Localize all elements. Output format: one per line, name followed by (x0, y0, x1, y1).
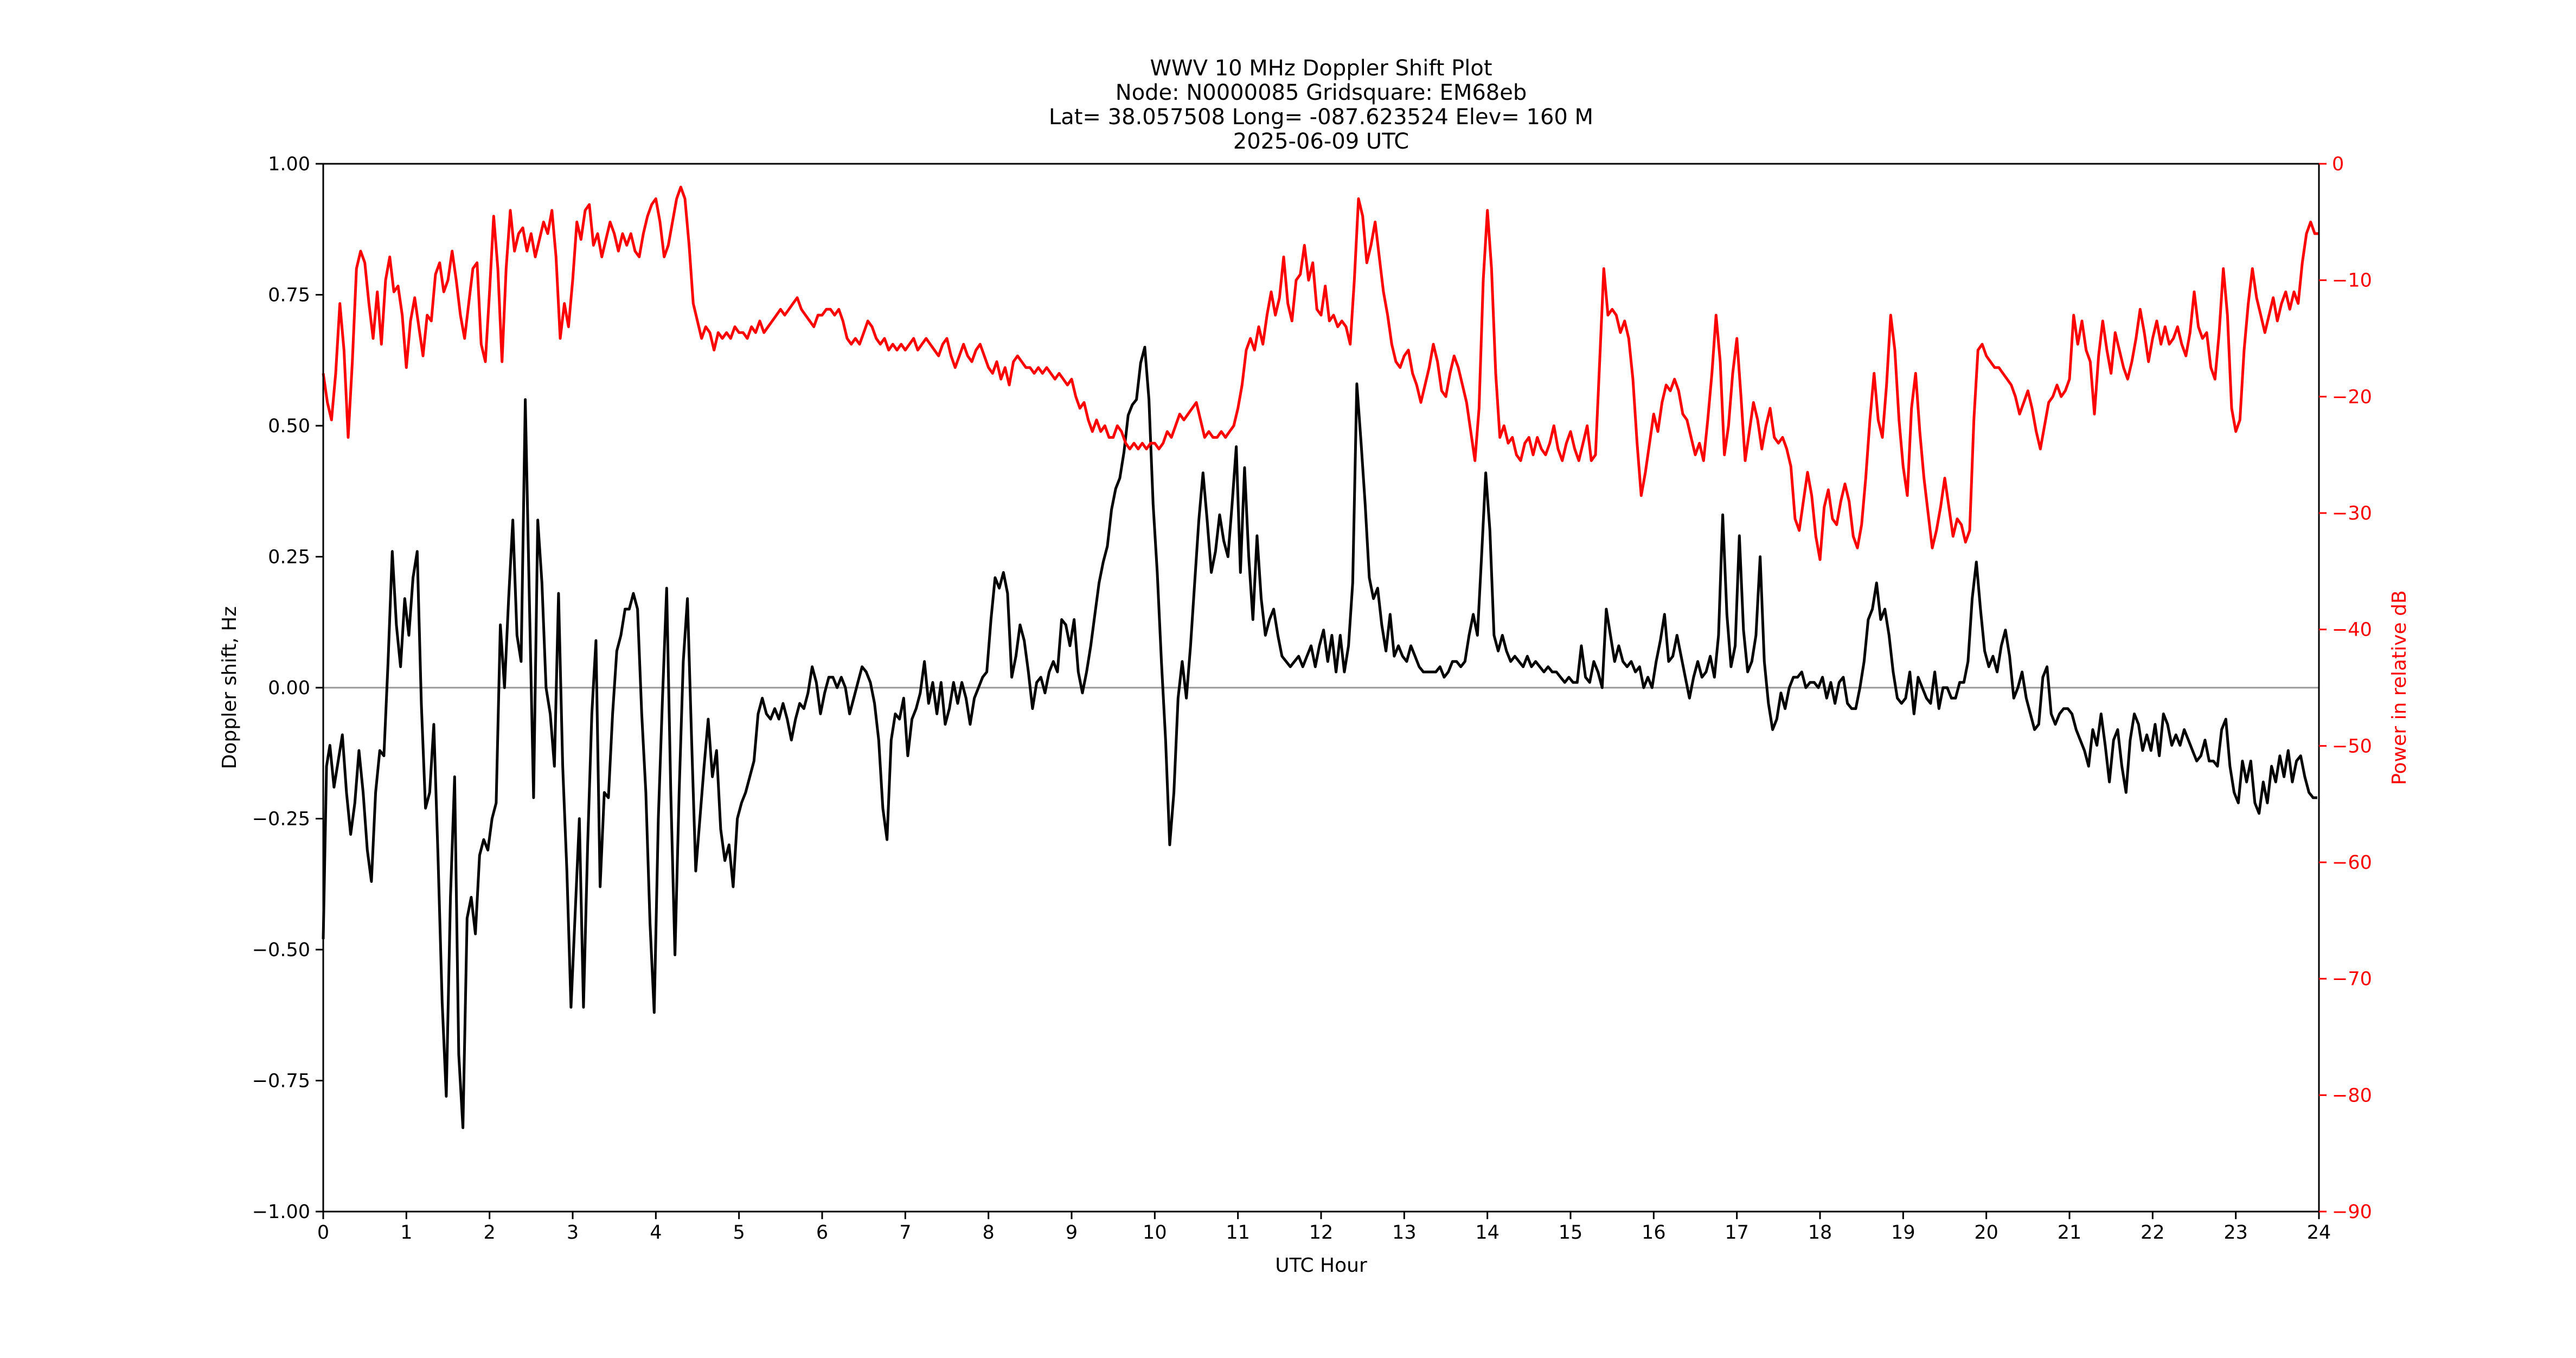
y-right-tick-label: 0 (2332, 153, 2344, 175)
x-tick-label: 1 (400, 1222, 412, 1244)
y-axis-right-label: Power in relative dB (2388, 590, 2411, 785)
title-line-3: Lat= 38.057508 Long= -087.623524 Elev= 1… (1049, 105, 1593, 130)
x-tick-label: 7 (899, 1222, 911, 1244)
title-line-1: WWV 10 MHz Doppler Shift Plot (1150, 56, 1492, 81)
y-right-tick-label: −90 (2332, 1201, 2372, 1223)
y-left-tick-label: −0.50 (252, 939, 310, 961)
x-tick-label: 6 (816, 1222, 828, 1244)
y-left-tick-label: 1.00 (268, 153, 310, 175)
x-tick-label: 11 (1226, 1222, 1250, 1244)
y-axis-left-label: Doppler shift, Hz (219, 606, 241, 769)
x-tick-label: 3 (567, 1222, 579, 1244)
x-tick-label: 12 (1309, 1222, 1334, 1244)
x-tick-label: 2 (484, 1222, 496, 1244)
y-left-tick-label: 0.50 (268, 415, 310, 437)
x-tick-label: 18 (1808, 1222, 1832, 1244)
doppler-series-line (322, 345, 2317, 1129)
x-axis-label: UTC Hour (1275, 1254, 1367, 1277)
y-left-tick-label: 0.75 (268, 285, 310, 306)
x-tick-label: 16 (1642, 1222, 1666, 1244)
x-tick-label: 13 (1392, 1222, 1417, 1244)
y-left-tick-label: 0.25 (268, 547, 310, 568)
y-left-tick-label: 0.00 (268, 677, 310, 699)
x-tick-label: 19 (1891, 1222, 1915, 1244)
x-tick-label: 15 (1559, 1222, 1583, 1244)
y-right-tick-label: −60 (2332, 852, 2372, 874)
x-tick-label: 24 (2307, 1222, 2331, 1244)
x-tick-label: 20 (1974, 1222, 1998, 1244)
x-tick-label: 8 (983, 1222, 995, 1244)
y-left-tick-label: −1.00 (252, 1201, 310, 1223)
x-tick-label: 4 (650, 1222, 662, 1244)
x-tick-label: 17 (1725, 1222, 1749, 1244)
plot-area (322, 185, 2319, 1129)
title-line-2: Node: N0000085 Gridsquare: EM68eb (1116, 80, 1527, 105)
y-right-tick-label: −70 (2332, 969, 2372, 990)
title-line-4: 2025-06-09 UTC (1233, 129, 1409, 154)
y-right-tick-label: −80 (2332, 1085, 2372, 1106)
y-left-tick-label: −0.25 (252, 809, 310, 830)
x-tick-label: 9 (1066, 1222, 1078, 1244)
y-left-tick-label: −0.75 (252, 1071, 310, 1092)
y-right-tick-label: −10 (2332, 270, 2372, 292)
y-right-tick-label: −20 (2332, 386, 2372, 408)
x-tick-label: 5 (733, 1222, 745, 1244)
x-tick-label: 0 (317, 1222, 329, 1244)
y-right-tick-label: −30 (2332, 503, 2372, 524)
y-right-tick-label: −40 (2332, 619, 2372, 641)
y-right-tick-label: −50 (2332, 735, 2372, 757)
power-series-line (322, 185, 2319, 561)
axes: 0 1 2 3 4 5 6 7 8 9 10 11 12 13 14 15 16 17 18 19 20 21 22 23 24… (252, 153, 2372, 1244)
x-tick-label: 23 (2223, 1222, 2248, 1244)
x-tick-label: 21 (2058, 1222, 2082, 1244)
x-tick-label: 22 (2141, 1222, 2165, 1244)
x-tick-label: 10 (1143, 1222, 1167, 1244)
x-tick-label: 14 (1475, 1222, 1500, 1244)
